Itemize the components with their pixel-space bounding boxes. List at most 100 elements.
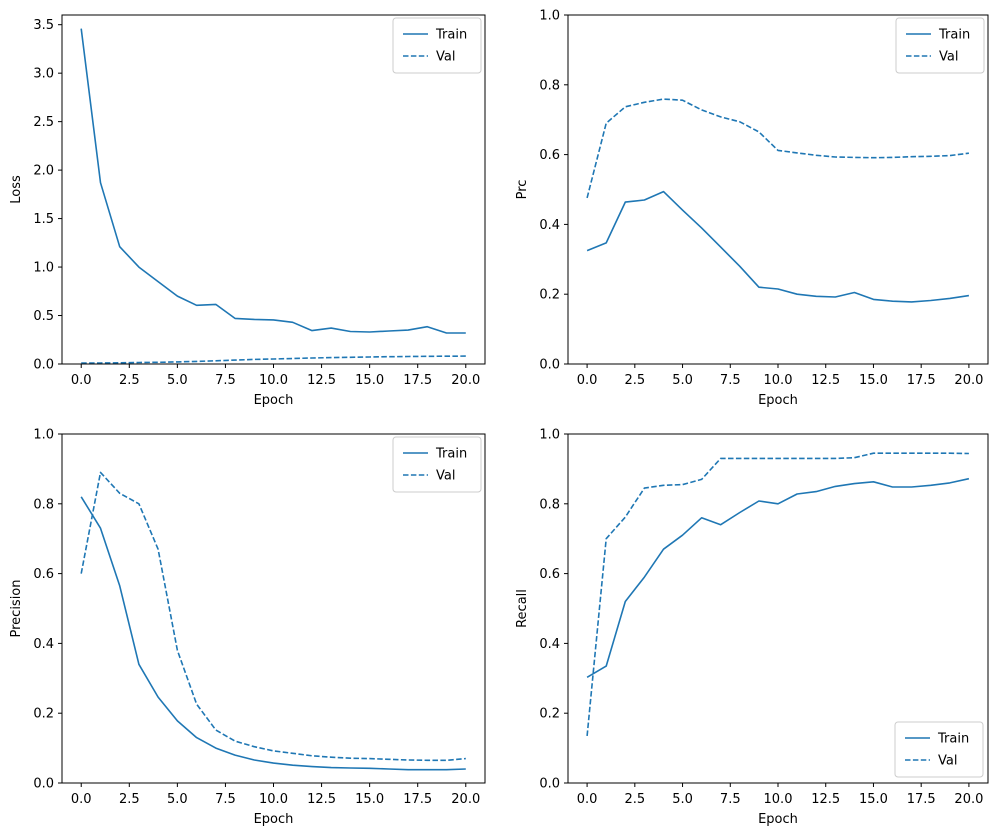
x-tick-label: 5.0 <box>167 373 188 388</box>
y-axis-label: Recall <box>515 589 530 628</box>
legend-box <box>894 721 984 778</box>
train-line <box>586 477 970 678</box>
legend: Train Val <box>894 721 984 778</box>
chart-svg-prc: 0.0 2.5 5.0 7.5 10.0 12.5 15.0 17.5 20.0 0.0 0.2 0.… <box>515 9 989 408</box>
x-tick-label: 0.0 <box>71 792 92 807</box>
x-tick-label: 20.0 <box>451 373 480 388</box>
legend-val-label: Val <box>436 50 455 65</box>
legend-val-label: Val <box>938 754 957 769</box>
y-axis-label: Precision <box>9 579 24 637</box>
chart-panel-loss: 0.0 2.5 5.0 7.5 10.0 12.5 15.0 17.5 20.0 0.0 0.5 1.… <box>0 0 500 419</box>
x-tick-label: 0.0 <box>71 373 92 388</box>
x-tick-label: 0.0 <box>577 792 598 807</box>
y-tick-label: 0.5 <box>33 309 54 324</box>
legend-box <box>392 17 482 74</box>
x-tick-label: 15.0 <box>859 792 888 807</box>
x-tick-label: 17.5 <box>907 792 936 807</box>
legend-train-label: Train <box>435 447 467 462</box>
legend: Train Val <box>392 17 482 74</box>
x-tick-label: 12.5 <box>811 792 840 807</box>
y-tick-label: 0.0 <box>539 777 560 792</box>
val-line <box>586 98 969 199</box>
y-tick-label: 0.4 <box>539 637 560 652</box>
chart-svg-precision: 0.0 2.5 5.0 7.5 10.0 12.5 15.0 17.5 20.0 0.0 0.2 0.… <box>9 428 486 827</box>
x-axis-label: Epoch <box>254 393 294 408</box>
y-tick-label: 0.0 <box>33 358 54 373</box>
y-tick-label: 1.0 <box>33 428 54 443</box>
x-tick-label: 2.5 <box>119 792 140 807</box>
chart-svg-recall: 0.0 2.5 5.0 7.5 10.0 12.5 15.0 17.5 20.0 0.0 0.2 0.… <box>515 428 989 827</box>
x-tick-label: 17.5 <box>403 373 432 388</box>
x-tick-label: 7.5 <box>215 792 236 807</box>
x-tick-label: 20.0 <box>954 373 983 388</box>
x-tick-label: 10.0 <box>259 792 288 807</box>
y-tick-label: 0.4 <box>539 218 560 233</box>
x-tick-label: 0.0 <box>577 373 598 388</box>
y-tick-label: 0.2 <box>539 288 560 303</box>
x-tick-label: 17.5 <box>907 373 936 388</box>
val-line <box>81 355 466 364</box>
chart-panel-precision: 0.0 2.5 5.0 7.5 10.0 12.5 15.0 17.5 20.0 0.0 0.2 0.… <box>0 419 500 838</box>
x-tick-label: 5.0 <box>672 792 693 807</box>
x-axis-label: Epoch <box>254 812 294 827</box>
x-tick-label: 5.0 <box>672 373 693 388</box>
legend-train-label: Train <box>937 732 969 747</box>
train-line <box>586 190 970 303</box>
x-tick-label: 15.0 <box>355 792 384 807</box>
x-tick-label: 10.0 <box>764 373 793 388</box>
y-tick-label: 3.0 <box>33 67 54 82</box>
x-tick-label: 20.0 <box>954 792 983 807</box>
y-tick-label: 0.2 <box>33 707 54 722</box>
x-tick-label: 12.5 <box>307 792 336 807</box>
legend: Train Val <box>895 17 985 74</box>
legend-train-label: Train <box>435 28 467 43</box>
legend-box <box>895 17 985 74</box>
val-line <box>586 452 969 736</box>
x-tick-label: 12.5 <box>811 373 840 388</box>
train-line <box>80 496 466 771</box>
x-axis-label: Epoch <box>758 812 798 827</box>
y-tick-label: 0.8 <box>33 497 54 512</box>
x-tick-label: 10.0 <box>259 373 288 388</box>
x-tick-label: 2.5 <box>624 792 645 807</box>
legend-train-label: Train <box>938 28 970 43</box>
x-axis-label: Epoch <box>758 393 798 408</box>
y-tick-label: 0.8 <box>539 497 560 512</box>
legend-val-label: Val <box>939 50 958 65</box>
x-tick-label: 5.0 <box>167 792 188 807</box>
legend: Train Val <box>392 436 482 493</box>
y-axis-label: Prc <box>515 180 530 200</box>
x-tick-label: 7.5 <box>720 373 741 388</box>
x-tick-label: 20.0 <box>451 792 480 807</box>
x-tick-label: 10.0 <box>764 792 793 807</box>
y-axis-label: Loss <box>9 175 24 204</box>
y-tick-label: 2.5 <box>33 115 54 130</box>
x-tick-label: 17.5 <box>403 792 432 807</box>
chart-svg-loss: 0.0 2.5 5.0 7.5 10.0 12.5 15.0 17.5 20.0 0.0 0.5 1.… <box>9 14 486 408</box>
y-tick-label: 2.0 <box>33 164 54 179</box>
y-tick-label: 1.0 <box>33 261 54 276</box>
y-tick-label: 1.0 <box>539 428 560 443</box>
y-tick-label: 0.0 <box>539 358 560 373</box>
y-tick-label: 0.8 <box>539 78 560 93</box>
legend-val-label: Val <box>436 469 455 484</box>
y-tick-label: 0.6 <box>33 567 54 582</box>
val-line <box>80 471 466 762</box>
x-tick-label: 7.5 <box>215 373 236 388</box>
y-tick-label: 1.5 <box>33 212 54 227</box>
x-tick-label: 12.5 <box>307 373 336 388</box>
y-tick-label: 0.6 <box>539 148 560 163</box>
x-tick-label: 15.0 <box>355 373 384 388</box>
legend-box <box>392 436 482 493</box>
y-tick-label: 0.0 <box>33 777 54 792</box>
x-tick-label: 7.5 <box>720 792 741 807</box>
y-tick-label: 3.5 <box>33 18 54 33</box>
y-tick-label: 0.2 <box>539 707 560 722</box>
chart-panel-prc: 0.0 2.5 5.0 7.5 10.0 12.5 15.0 17.5 20.0 0.0 0.2 0.… <box>500 0 1001 419</box>
x-tick-label: 2.5 <box>119 373 140 388</box>
x-tick-label: 15.0 <box>859 373 888 388</box>
x-tick-label: 2.5 <box>624 373 645 388</box>
train-line <box>80 28 466 334</box>
y-tick-label: 0.6 <box>539 567 560 582</box>
